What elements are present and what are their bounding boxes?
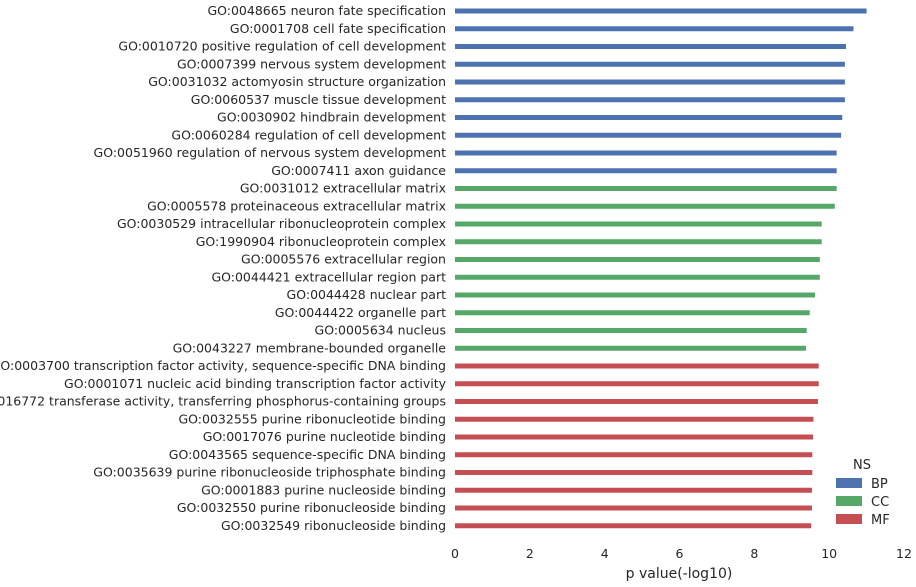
category-label: GO:0016772 transferase activity, transfe… (0, 394, 446, 409)
category-label: GO:0031012 extracellular matrix (240, 181, 446, 196)
bar (455, 8, 867, 14)
category-label: GO:0044428 nuclear part (287, 287, 447, 302)
bar (455, 61, 845, 67)
category-label: GO:0043565 sequence-specific DNA binding (169, 447, 446, 462)
bar (455, 487, 812, 493)
legend-title: NS (853, 458, 871, 473)
category-label: GO:0060284 regulation of cell developmen… (171, 127, 446, 142)
category-label: GO:0010720 positive regulation of cell d… (118, 39, 446, 54)
bar (455, 399, 818, 404)
bar (455, 523, 812, 529)
bar (455, 221, 822, 227)
bar (455, 274, 820, 280)
legend-label-bp: BP (871, 477, 888, 492)
category-label: GO:0031032 actomyosin structure organiza… (148, 74, 446, 89)
x-tick-label: 4 (601, 546, 609, 561)
bar (455, 470, 813, 475)
x-tick-labels: 0 2 4 6 8 10 12 (451, 546, 912, 561)
category-label: GO:0003700 transcription factor activity… (0, 358, 446, 373)
bar (455, 168, 837, 174)
legend: NS BP CC MF (836, 458, 890, 528)
category-label: GO:0001071 nucleic acid binding transcri… (64, 376, 447, 391)
category-label: GO:0005578 proteinaceous extracellular m… (147, 198, 446, 213)
x-tick-label: 6 (676, 546, 684, 561)
legend-swatch-cc (836, 496, 862, 506)
legend-swatch-bp (836, 478, 862, 488)
bar (455, 310, 810, 316)
x-axis-label: p value(-log10) (626, 566, 733, 582)
bar (455, 44, 847, 49)
legend-label-mf: MF (871, 513, 890, 528)
bar (455, 239, 822, 245)
bar (455, 345, 806, 351)
category-label: GO:0048665 neuron fate specification (207, 3, 446, 18)
x-tick-label: 2 (526, 546, 534, 561)
category-label: GO:0044422 organelle part (275, 305, 446, 320)
x-tick-label: 10 (821, 546, 837, 561)
category-label: GO:0030529 intracellular ribonucleoprote… (117, 216, 446, 231)
category-label: GO:0030902 hindbrain development (217, 110, 446, 125)
bar (455, 26, 854, 32)
bar (455, 381, 819, 387)
bar (455, 150, 837, 156)
category-label: GO:0032549 ribonucleoside binding (221, 518, 446, 533)
bar (455, 452, 813, 458)
bar (455, 132, 842, 138)
bar (455, 363, 819, 369)
bar (455, 328, 807, 333)
bar (455, 505, 812, 511)
bar (455, 115, 843, 120)
category-label: GO:0060537 muscle tissue development (191, 92, 446, 107)
category-label: GO:0001883 purine nucleoside binding (201, 482, 446, 497)
category-label: GO:0032550 purine ribonucleoside binding (177, 500, 446, 515)
category-label: GO:0005634 nucleus (315, 323, 446, 338)
x-tick-label: 12 (896, 546, 912, 561)
bars-layer (455, 8, 867, 529)
bar (455, 79, 845, 85)
category-label: GO:0044421 extracellular region part (211, 269, 446, 284)
category-label: GO:0032555 purine ribonucleotide binding (178, 411, 446, 426)
category-label: GO:1990904 ribonucleoprotein complex (196, 234, 446, 249)
bar (455, 203, 835, 209)
category-label: GO:0001708 cell fate specification (230, 21, 446, 36)
category-label: GO:0043227 membrane-bounded organelle (173, 340, 447, 355)
category-label: GO:0035639 purine ribonucleoside triphos… (93, 465, 446, 480)
bar (455, 416, 814, 422)
legend-swatch-mf (836, 514, 862, 524)
x-tick-label: 0 (451, 546, 459, 561)
category-label: GO:0051960 regulation of nervous system … (94, 145, 447, 160)
legend-label-cc: CC (871, 495, 889, 510)
bar (455, 257, 820, 262)
category-labels: GO:0048665 neuron fate specification GO:0… (0, 3, 447, 533)
x-tick-label: 8 (750, 546, 758, 561)
category-label: GO:0017076 purine nucleotide binding (203, 429, 446, 444)
category-label: GO:0007399 nervous system development (177, 56, 446, 71)
category-label: GO:0005576 extracellular region (241, 252, 446, 267)
bar (455, 292, 815, 298)
bar (455, 434, 814, 440)
bar (455, 186, 837, 191)
bar (455, 97, 845, 103)
category-label: GO:0007411 axon guidance (271, 163, 446, 178)
